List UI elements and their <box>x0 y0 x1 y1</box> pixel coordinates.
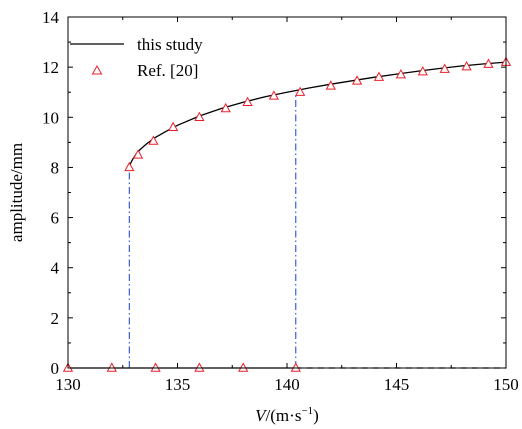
marker-point <box>148 135 159 145</box>
legend-label-this-study: this study <box>137 35 203 54</box>
marker-point <box>351 75 363 85</box>
x-tick-label: 150 <box>493 375 519 394</box>
plot-content <box>62 56 512 372</box>
marker-point <box>461 61 472 71</box>
marker-point <box>268 90 280 100</box>
y-tick-label: 0 <box>51 359 60 378</box>
y-tick-label: 6 <box>51 209 60 228</box>
x-tick-label: 135 <box>165 375 191 394</box>
marker-point <box>124 161 135 172</box>
legend: this study Ref. [20] <box>70 35 203 80</box>
marker-point <box>167 121 179 132</box>
marker-point <box>325 80 336 90</box>
marker-point <box>194 362 205 372</box>
x-axis-label-close: ) <box>313 406 319 425</box>
marker-point <box>439 63 450 73</box>
y-tick-label: 10 <box>42 108 59 127</box>
marker-point <box>150 362 161 372</box>
x-axis-label-italic: V <box>255 406 268 425</box>
marker-point <box>220 102 231 113</box>
axis-ticks: 130 135 140 145 150 0 2 4 6 8 10 12 14 <box>42 8 519 394</box>
marker-point <box>238 362 249 372</box>
y-tick-label: 4 <box>51 259 60 278</box>
y-tick-label: 14 <box>42 8 60 27</box>
marker-point <box>290 362 301 372</box>
x-axis-label-sup: −1 <box>301 405 313 417</box>
marker-point <box>373 71 385 81</box>
x-tick-label: 145 <box>384 375 410 394</box>
marker-point <box>417 66 428 76</box>
y-tick-label: 8 <box>51 158 60 177</box>
plot-frame <box>67 16 507 369</box>
legend-marker-ref <box>91 64 103 75</box>
marker-point <box>483 58 494 68</box>
x-axis-label: V/(m·s−1) <box>255 405 319 425</box>
marker-point <box>194 111 205 121</box>
x-tick-label: 140 <box>274 375 300 394</box>
marker-point <box>132 149 144 159</box>
legend-label-ref: Ref. [20] <box>137 61 198 80</box>
y-axis-label: amplitude/mm <box>7 143 26 242</box>
y-tick-label: 2 <box>51 309 60 328</box>
x-axis-label-unit: /(m·s <box>266 406 302 425</box>
y-tick-label: 12 <box>42 58 59 77</box>
marker-point <box>294 86 306 96</box>
marker-point <box>106 362 117 372</box>
marker-point <box>242 96 253 106</box>
x-tick-label: 130 <box>55 375 81 394</box>
marker-point <box>395 69 407 79</box>
